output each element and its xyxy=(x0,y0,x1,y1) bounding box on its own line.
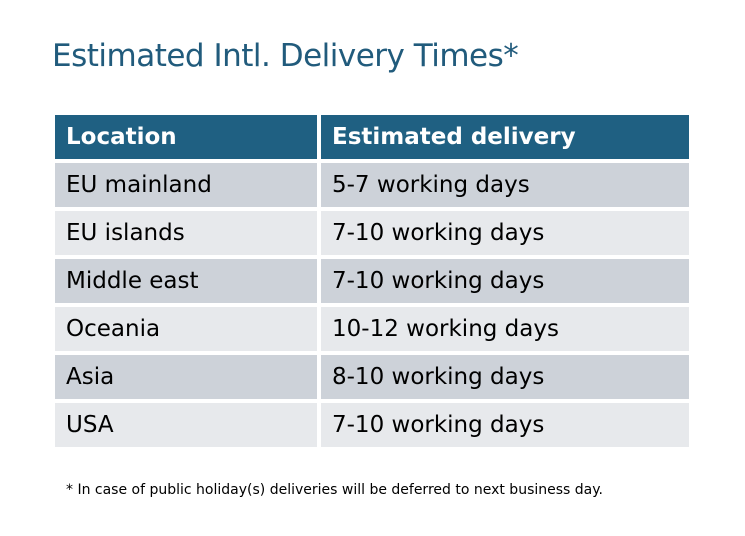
delivery-cell: 7-10 working days xyxy=(321,211,689,255)
delivery-cell: 7-10 working days xyxy=(321,403,689,447)
location-cell: Oceania xyxy=(55,307,317,351)
table-row: Oceania 10-12 working days xyxy=(55,307,689,351)
table-header-row: Location Estimated delivery xyxy=(55,115,689,159)
table-row: Asia 8-10 working days xyxy=(55,355,689,399)
page-title: Estimated Intl. Delivery Times* xyxy=(52,38,519,74)
location-cell: Asia xyxy=(55,355,317,399)
column-header-estimated-delivery: Estimated delivery xyxy=(321,115,689,159)
location-cell: EU islands xyxy=(55,211,317,255)
delivery-cell: 8-10 working days xyxy=(321,355,689,399)
table-row: Middle east 7-10 working days xyxy=(55,259,689,303)
location-cell: EU mainland xyxy=(55,163,317,207)
delivery-cell: 5-7 working days xyxy=(321,163,689,207)
location-cell: USA xyxy=(55,403,317,447)
footnote: * In case of public holiday(s) deliverie… xyxy=(66,482,603,498)
delivery-cell: 10-12 working days xyxy=(321,307,689,351)
delivery-cell: 7-10 working days xyxy=(321,259,689,303)
table-row: EU islands 7-10 working days xyxy=(55,211,689,255)
table-row: USA 7-10 working days xyxy=(55,403,689,447)
column-header-location: Location xyxy=(55,115,317,159)
location-cell: Middle east xyxy=(55,259,317,303)
delivery-times-table: Location Estimated delivery EU mainland … xyxy=(51,111,693,451)
table-row: EU mainland 5-7 working days xyxy=(55,163,689,207)
